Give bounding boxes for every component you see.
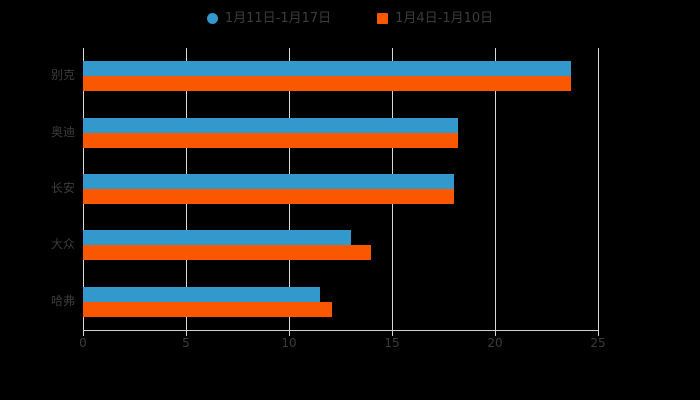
legend-label-series-0: 1月11日-1月17日 [224,10,332,26]
bar-3-series-1[interactable] [83,245,372,261]
legend-item-series-0[interactable]: 1月11日-1月17日 [206,10,332,26]
x-axis-tick-label-0: 0 [79,336,87,350]
bar-group-3 [83,230,598,261]
bar-1-series-0[interactable] [83,117,458,133]
bar-2-series-0[interactable] [83,174,454,189]
x-axis-tick-label-5: 25 [590,336,606,350]
x-axis-tick-label-3: 15 [384,336,400,350]
gridline-x-4 [495,48,496,330]
y-axis-label-0: 别克 [50,68,75,83]
x-axis-tick-5 [598,330,599,336]
bar-0-series-0[interactable] [83,61,572,77]
legend-item-series-1[interactable]: 1月4日-1月10日 [377,12,493,25]
x-axis-tick-1 [186,330,187,336]
bar-group-2 [83,174,598,204]
x-axis-tick-label-2: 10 [281,336,297,350]
bar-0-series-1[interactable] [83,76,572,92]
y-axis-label-4: 哈弗 [50,293,75,308]
legend-marker-circle-icon [206,12,218,24]
x-axis-tick-label-4: 20 [487,336,503,350]
x-axis-tick-4 [495,330,496,336]
chart-legend: 1月11日-1月17日 1月4日-1月10日 [0,6,700,30]
plot-area [83,48,599,330]
bar-group-0 [83,61,598,92]
legend-label-series-1: 1月4日-1月10日 [395,10,494,26]
x-axis-tick-label-1: 5 [182,336,190,350]
bar-4-series-0[interactable] [83,286,320,302]
x-axis-line [83,330,599,331]
bar-3-series-0[interactable] [83,230,351,246]
x-axis-tick-3 [392,330,393,336]
gridline-x-5 [598,48,599,330]
y-axis-label-1: 奥迪 [50,124,75,139]
bar-group-1 [83,117,598,148]
x-axis-tick-0 [83,330,84,336]
bar-1-series-1[interactable] [83,132,458,148]
bar-2-series-1[interactable] [83,189,454,204]
x-axis-tick-2 [289,330,290,336]
y-axis-labels: 别克 奥迪 长安 大众 哈弗 [0,48,75,330]
bar-4-series-1[interactable] [83,301,333,317]
legend-marker-square-icon [377,12,389,24]
y-axis-label-3: 大众 [50,237,75,252]
bar-group-4 [83,286,598,317]
y-axis-label-2: 长安 [50,181,75,195]
